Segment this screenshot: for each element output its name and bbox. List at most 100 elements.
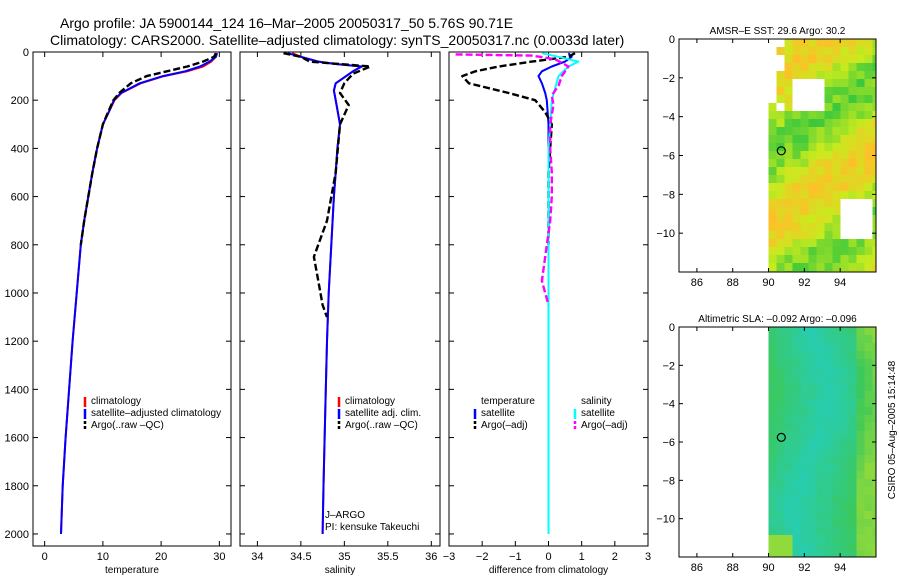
sla_map-cell xyxy=(784,359,793,367)
sla_map-cell xyxy=(784,367,793,375)
sla_map-cell xyxy=(800,375,809,383)
sst_map-cell xyxy=(792,183,801,191)
sla_map-cell xyxy=(848,535,857,543)
sst_map-cell xyxy=(824,119,833,127)
sst_map-cell xyxy=(792,175,801,183)
sst_map-cell xyxy=(768,175,777,183)
sla_map-cell xyxy=(816,447,825,455)
sst_map-cell xyxy=(848,183,857,191)
sst_map-cell xyxy=(840,111,849,119)
sst_map-cell xyxy=(832,151,841,159)
temperature-xtick-label: 10 xyxy=(97,551,109,563)
sla_map-cell xyxy=(808,391,817,399)
sla_map-cell xyxy=(792,399,801,407)
sst_map-cell xyxy=(848,55,857,63)
sla_map-cell xyxy=(784,439,793,447)
sst_map-cell xyxy=(792,135,801,143)
sla_map-cell xyxy=(800,391,809,399)
sst_map-cell xyxy=(816,183,825,191)
sla_map-cell xyxy=(816,511,825,519)
sst_map-cell xyxy=(792,199,801,207)
sst_map-cell xyxy=(856,39,865,47)
sla_map-cell xyxy=(808,359,817,367)
sla_map-cell xyxy=(848,423,857,431)
sst_map-cell xyxy=(872,127,876,135)
sst_map-cell xyxy=(824,87,833,95)
sst_map-cell xyxy=(784,63,793,71)
sla_map-cell xyxy=(784,431,793,439)
sst_map-cell xyxy=(808,71,817,79)
difference-xtick-label: 3 xyxy=(645,551,651,563)
sst_map-cell xyxy=(824,199,833,207)
sst_map-ytick-label: −6 xyxy=(662,151,675,163)
sla_map-cell xyxy=(800,351,809,359)
sst_map-cell xyxy=(792,39,801,47)
sla_map-cell xyxy=(768,367,777,375)
sst_map-cell xyxy=(840,55,849,63)
sst_map-ytick-label: −4 xyxy=(662,112,675,124)
sst_map-cell xyxy=(816,55,825,63)
sla_map-cell xyxy=(856,503,865,511)
sst_map-cell xyxy=(784,159,793,167)
sla_map-cell xyxy=(848,399,857,407)
sst_map-cell xyxy=(808,47,817,55)
sla_map-cell xyxy=(856,343,865,351)
sla_map-cell xyxy=(808,399,817,407)
sla_map-cell xyxy=(824,439,833,447)
sst_map-cell xyxy=(864,95,873,103)
sst_map-xtick-label: 86 xyxy=(691,277,703,289)
sla_map-cell xyxy=(872,479,876,487)
sla_map-cell xyxy=(872,455,876,463)
sla_map-cell xyxy=(768,327,777,335)
sla_map-cell xyxy=(776,327,785,335)
sst_map-cell xyxy=(872,223,876,231)
legend-diff-title-temperature: temperature xyxy=(481,396,535,407)
sst_map-cell xyxy=(776,135,785,143)
sla_map-cell xyxy=(768,423,777,431)
sla_map-cell xyxy=(808,383,817,391)
sla_map-cell xyxy=(792,455,801,463)
sst_map-cell xyxy=(824,47,833,55)
sst_map-cell xyxy=(864,263,873,271)
sla_map-cell xyxy=(792,503,801,511)
sla_map-cell xyxy=(848,463,857,471)
sla_map-cell xyxy=(792,327,801,335)
sst_map-cell xyxy=(848,135,857,143)
sla_map-cell xyxy=(824,551,833,557)
sst_map-cell xyxy=(784,87,793,95)
sla_map-cell xyxy=(816,503,825,511)
sla_map-cell xyxy=(832,463,841,471)
sst_map-cell xyxy=(784,167,793,175)
sla_map-cell xyxy=(832,367,841,375)
sla_map-cell xyxy=(816,415,825,423)
sst_map-cell xyxy=(792,47,801,55)
sla_map-cell xyxy=(840,375,849,383)
sla_map-cell xyxy=(816,335,825,343)
temperature-ytick-label: 1200 xyxy=(5,336,29,348)
sst_map-cell xyxy=(864,175,873,183)
sst_map-cell xyxy=(840,167,849,175)
sst_map-cell xyxy=(800,207,809,215)
sst_map-cell xyxy=(848,191,857,199)
sst_map-cell xyxy=(840,183,849,191)
sla_map-cell xyxy=(872,447,876,455)
sst_map-cell xyxy=(856,119,865,127)
sst_map-cell xyxy=(832,111,841,119)
sla_map-cell xyxy=(768,479,777,487)
sla_map-cell xyxy=(824,327,833,335)
sla_map-ytick-label: −10 xyxy=(656,514,675,526)
sla_map-xtick-label: 90 xyxy=(762,562,774,574)
sla_map-cell xyxy=(848,367,857,375)
sst_map-cell xyxy=(824,247,833,255)
sst_map-cell xyxy=(848,71,857,79)
sst_map-cell xyxy=(816,39,825,47)
sst_map-cell xyxy=(816,255,825,263)
legend-sal-2-label: Argo(..raw –QC) xyxy=(345,420,418,431)
sla_map-cell xyxy=(864,535,873,543)
sla_map-cell xyxy=(808,511,817,519)
sst_map-cell xyxy=(784,111,793,119)
sst_map-cell xyxy=(792,207,801,215)
sla_map-cell xyxy=(776,431,785,439)
sla_map-cell xyxy=(856,519,865,527)
sst_map-cell xyxy=(872,111,876,119)
